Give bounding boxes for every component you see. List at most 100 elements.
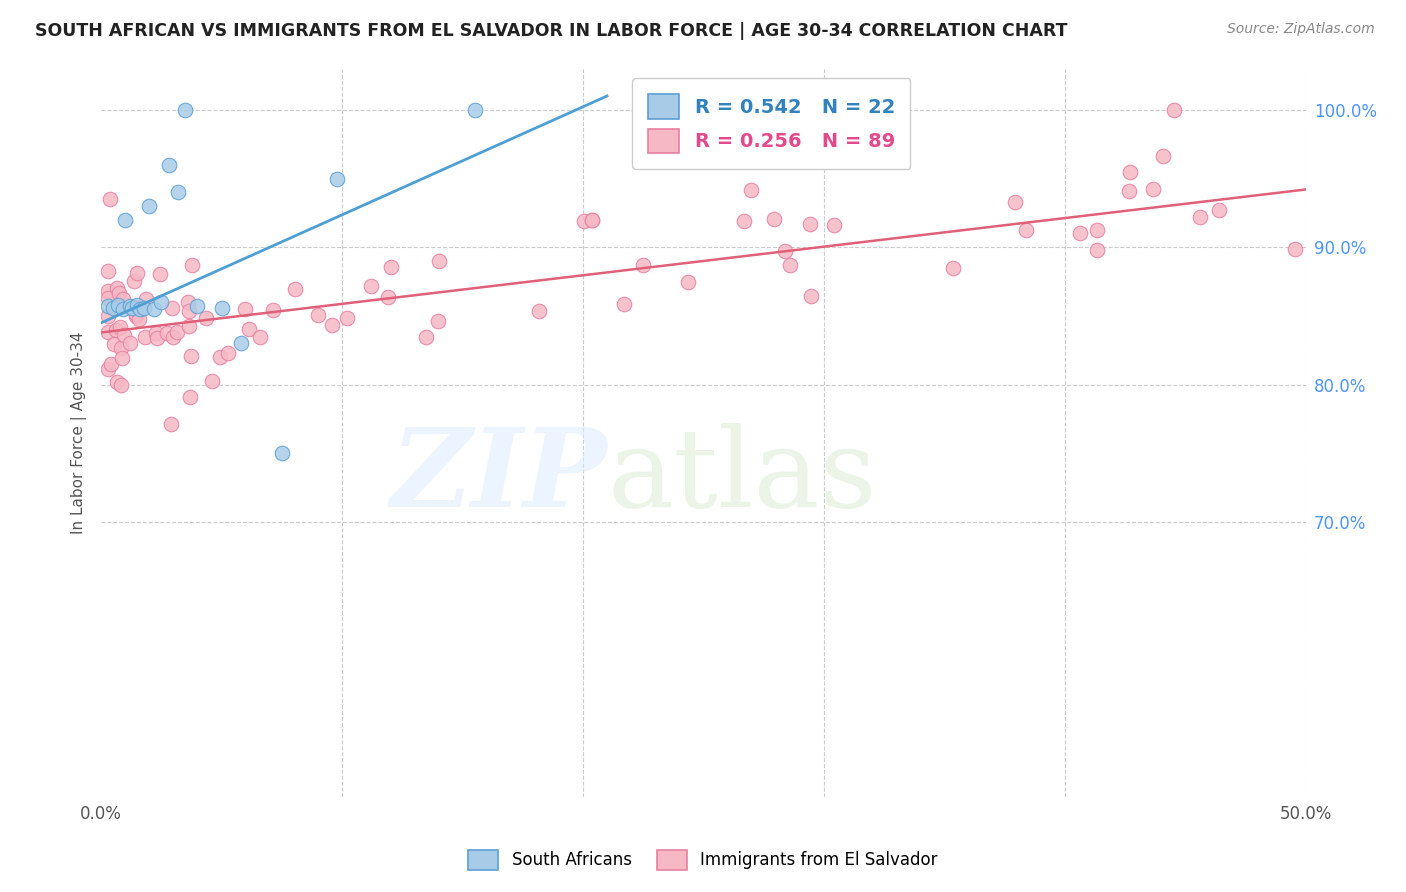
Point (740, 183, 762, 197)
Point (125, 309, 148, 323)
Point (128, 311, 150, 326)
Point (360, 278, 382, 293)
Point (124, 274, 146, 288)
Point (1085, 223, 1108, 237)
Point (380, 260, 402, 274)
Point (97, 299, 120, 313)
Point (249, 330, 271, 344)
Text: ZIP: ZIP (391, 423, 607, 531)
Text: Source: ZipAtlas.com: Source: ZipAtlas.com (1227, 22, 1375, 37)
Point (208, 351, 231, 365)
Point (97, 285, 120, 299)
Point (377, 290, 399, 304)
Point (1119, 165, 1142, 179)
Point (177, 319, 200, 334)
Point (1163, 103, 1185, 117)
Point (110, 341, 132, 355)
Point (262, 302, 284, 317)
Point (104, 323, 127, 337)
Point (107, 281, 129, 295)
Point (1152, 149, 1174, 163)
Point (127, 298, 149, 312)
Point (527, 303, 550, 318)
Point (112, 328, 135, 343)
Point (613, 297, 636, 311)
Point (823, 219, 845, 233)
Point (799, 217, 821, 231)
Point (121, 301, 143, 315)
Point (581, 212, 603, 227)
Point (160, 301, 183, 316)
Point (107, 298, 129, 312)
Point (118, 335, 141, 350)
Point (174, 103, 197, 117)
Point (179, 391, 201, 405)
Point (124, 300, 146, 314)
Point (97, 264, 120, 278)
Point (779, 258, 801, 272)
Point (177, 304, 200, 318)
Point (114, 212, 136, 227)
Point (572, 214, 595, 228)
Point (1004, 194, 1026, 209)
Point (1284, 242, 1306, 256)
Point (1208, 203, 1230, 218)
Point (103, 336, 125, 351)
Point (186, 299, 208, 313)
Point (676, 275, 699, 289)
Point (166, 325, 188, 339)
Point (463, 103, 485, 117)
Point (134, 301, 156, 315)
Y-axis label: In Labor Force | Age 30-34: In Labor Force | Age 30-34 (72, 332, 87, 534)
Point (167, 186, 190, 200)
Point (307, 308, 329, 322)
Point (1118, 184, 1140, 198)
Point (800, 289, 823, 303)
Point (194, 311, 217, 326)
Point (110, 378, 132, 392)
Point (1085, 243, 1108, 257)
Point (146, 330, 169, 344)
Point (97, 309, 120, 323)
Point (238, 322, 260, 336)
Point (415, 330, 437, 344)
Point (143, 302, 166, 317)
Point (217, 346, 239, 360)
Point (1142, 182, 1164, 196)
Point (111, 302, 134, 317)
Point (229, 336, 252, 351)
Point (125, 307, 148, 321)
Point (633, 258, 655, 272)
Point (162, 330, 184, 344)
Point (201, 375, 224, 389)
Point (942, 260, 965, 275)
Point (150, 295, 173, 310)
Point (284, 282, 307, 296)
Legend: South Africans, Immigrants from El Salvador: South Africans, Immigrants from El Salva… (461, 843, 945, 877)
Point (581, 213, 603, 227)
Point (427, 254, 450, 268)
Point (118, 299, 141, 313)
Legend: R = 0.542   N = 22, R = 0.256   N = 89: R = 0.542 N = 22, R = 0.256 N = 89 (633, 78, 911, 169)
Point (134, 329, 156, 343)
Point (135, 292, 157, 306)
Point (270, 446, 292, 460)
Point (775, 244, 797, 259)
Point (107, 376, 129, 390)
Point (1189, 210, 1212, 224)
Point (1015, 223, 1038, 237)
Point (100, 357, 122, 371)
Point (180, 349, 202, 363)
Point (426, 314, 449, 328)
Text: atlas: atlas (607, 423, 876, 530)
Point (336, 310, 359, 325)
Point (233, 302, 256, 317)
Point (98, 192, 121, 206)
Point (145, 326, 167, 341)
Point (211, 301, 233, 315)
Point (763, 212, 786, 227)
Point (97, 325, 120, 339)
Point (176, 295, 198, 310)
Point (159, 417, 181, 431)
Point (156, 326, 179, 341)
